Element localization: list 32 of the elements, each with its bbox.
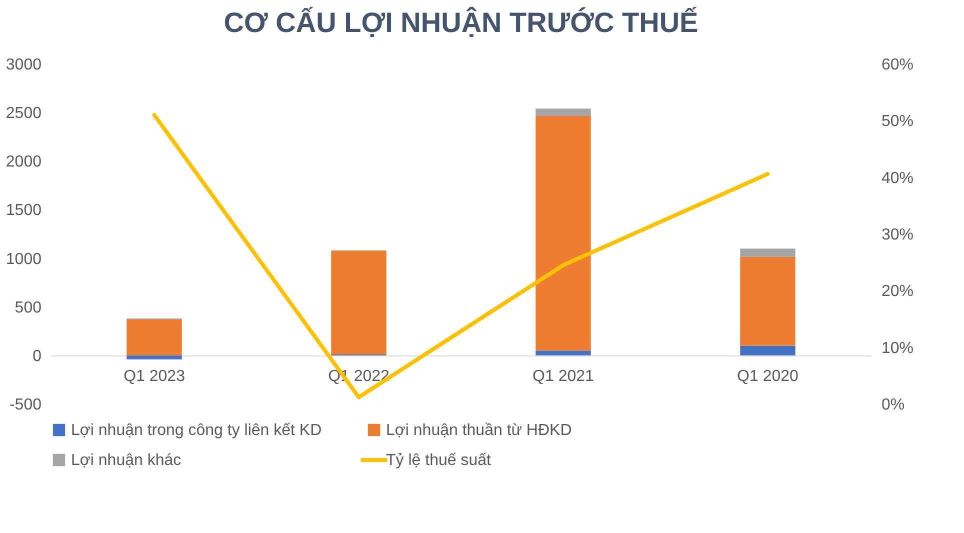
y-tick-label: 0	[32, 348, 42, 365]
bar	[740, 248, 796, 257]
y-tick-label: 500	[14, 299, 42, 316]
bar	[126, 355, 182, 360]
y2-tick-label: 0%	[882, 396, 905, 414]
y2-tick-label: 30%	[882, 226, 914, 244]
y-tick-label: 2500	[6, 105, 42, 122]
x-tick-label: Q1 2021	[532, 368, 594, 385]
y-tick-label: 1500	[6, 202, 42, 220]
x-tick-label: Q1 2020	[737, 368, 799, 385]
legend-label: Lợi nhuận thuần từ HĐKD	[386, 422, 572, 439]
bar	[536, 108, 591, 116]
y-tick-label: 2000	[6, 154, 42, 171]
y2-tick-label: 40%	[882, 170, 914, 187]
legend-label: Lợi nhuận trong công ty liên kết KD	[71, 422, 322, 439]
bar	[536, 350, 591, 356]
y2-tick-label: 50%	[882, 113, 914, 130]
y2-tick-label: 60%	[882, 56, 914, 74]
bar	[536, 116, 591, 351]
y-tick-label: 1000	[6, 250, 42, 268]
legend-label: Tỷ lệ thuế suất	[386, 452, 492, 469]
bar	[740, 256, 796, 346]
bar	[740, 346, 796, 356]
y-tick-label: 3000	[6, 56, 42, 74]
y2-tick-label: 20%	[882, 283, 914, 300]
chart-title: CƠ CẤU LỢI NHUẬN TRƯỚC THUẾ	[224, 6, 698, 38]
legend-label: Lợi nhuận khác	[71, 452, 182, 469]
x-tick-label: Q1 2023	[124, 368, 186, 385]
y2-tick-label: 10%	[882, 340, 914, 357]
bar	[331, 250, 386, 354]
bar	[126, 319, 182, 356]
y-tick-label: -500	[9, 396, 42, 414]
